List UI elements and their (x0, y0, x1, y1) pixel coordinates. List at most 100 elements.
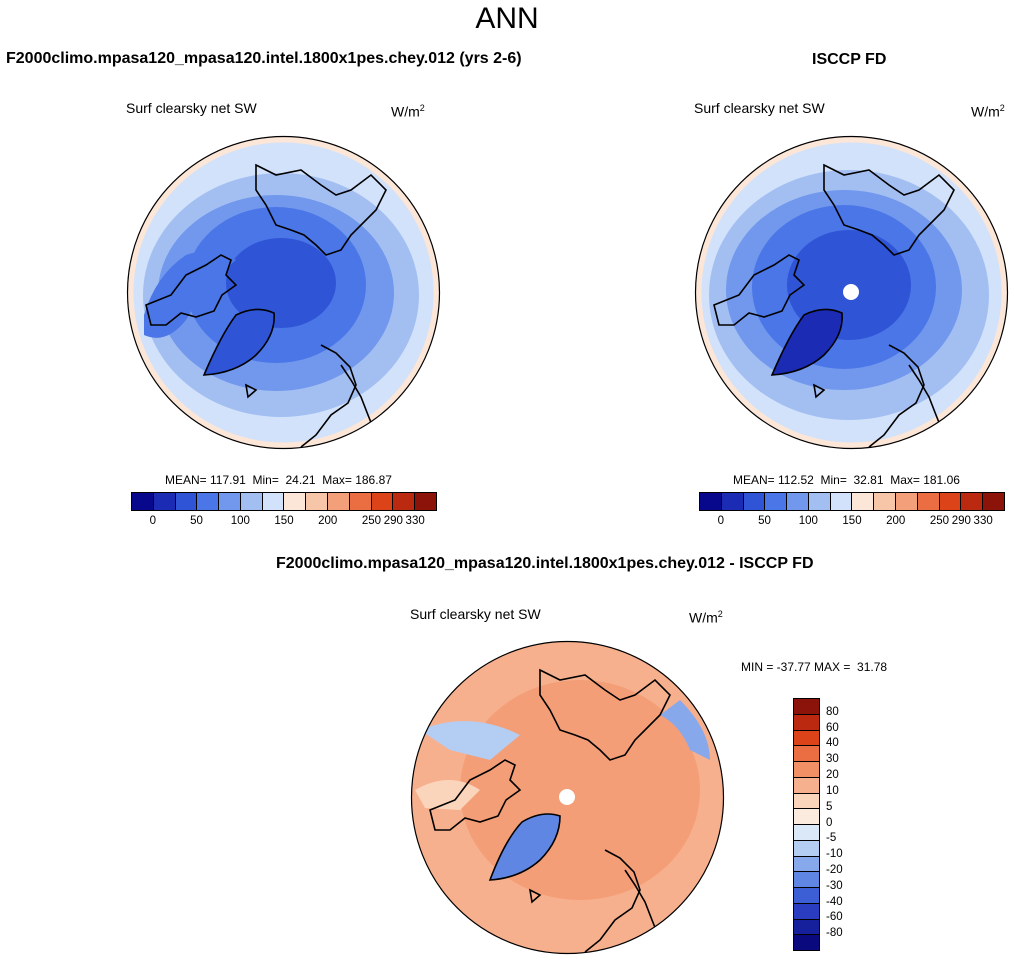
right-colorbar (699, 492, 1005, 511)
colorbar-tick-label: 330 (405, 515, 425, 527)
diff-panel-header: F2000climo.mpasa120_mpasa120.intel.1800x… (276, 555, 814, 572)
diff-map-polar-hole (559, 789, 575, 805)
colorbar-tick-label: 250 (929, 515, 950, 527)
colorbar-tick-label: 100 (798, 515, 818, 527)
colorbar-tick-label: 60 (826, 721, 839, 734)
colorbar-tick-label: -20 (826, 863, 843, 876)
colorbar-swatch (393, 493, 416, 510)
left-panel-subtitle: Surf clearsky net SW (126, 100, 257, 116)
colorbar-swatch (794, 793, 819, 810)
colorbar-tick-label: -40 (826, 895, 843, 908)
colorbar-swatch (961, 493, 984, 510)
colorbar-swatch (240, 493, 263, 510)
colorbar-swatch (328, 493, 350, 510)
colorbar-tick-label: 200 (318, 515, 338, 527)
colorbar-swatch (794, 777, 819, 794)
colorbar-swatch (917, 493, 940, 510)
colorbar-swatch (794, 762, 819, 778)
left-panel-units: W/m2 (391, 103, 425, 120)
colorbar-tick-label: 0 (717, 515, 725, 527)
diff-map-cool-patch-2 (660, 700, 710, 760)
right-map-greenland (772, 309, 843, 375)
colorbar-swatch (794, 856, 819, 873)
colorbar-swatch (219, 493, 241, 510)
left-map-border (126, 135, 441, 450)
right-map-polar-hole (843, 284, 859, 300)
colorbar-swatch (284, 493, 307, 510)
colorbar-swatch (794, 730, 819, 747)
colorbar-tick-label: 40 (826, 737, 839, 750)
colorbar-swatch (808, 493, 831, 510)
right-panel-units: W/m2 (971, 103, 1005, 120)
colorbar-swatch (371, 493, 394, 510)
colorbar-swatch (721, 493, 744, 510)
colorbar-swatch (700, 493, 722, 510)
colorbar-tick-label: 10 (826, 784, 839, 797)
colorbar-tick-label: 50 (190, 515, 203, 527)
diff-colorbar (793, 698, 820, 951)
colorbar-tick-label: 200 (886, 515, 906, 527)
colorbar-tick-label: 150 (842, 515, 862, 527)
diff-polar-map (410, 640, 725, 955)
colorbar-tick-label: 250 (361, 515, 382, 527)
colorbar-swatch (262, 493, 285, 510)
right-panel-stats: MEAN= 112.52 Min= 32.81 Max= 181.06 (733, 473, 960, 487)
diff-panel-subtitle: Surf clearsky net SW (410, 606, 541, 622)
colorbar-tick-label: 50 (758, 515, 771, 527)
figure-title: ANN (475, 2, 539, 35)
colorbar-tick-label: 330 (973, 515, 993, 527)
left-colorbar-ticks: 0 50 100 150 200 250 290 330 (131, 515, 437, 531)
colorbar-tick-label: 20 (826, 769, 839, 782)
colorbar-swatch (794, 872, 819, 888)
diff-map-cool-patch-1 (420, 721, 520, 760)
right-map-border (694, 135, 1009, 450)
colorbar-swatch (874, 493, 897, 510)
colorbar-swatch (794, 746, 819, 762)
colorbar-swatch (794, 699, 819, 715)
colorbar-swatch (349, 493, 372, 510)
colorbar-swatch (794, 714, 819, 731)
colorbar-swatch (787, 493, 809, 510)
colorbar-swatch (794, 935, 819, 950)
colorbar-tick-label: -80 (826, 927, 843, 940)
colorbar-swatch (983, 493, 1004, 510)
colorbar-tick-label: -30 (826, 879, 843, 892)
colorbar-tick-label: 30 (826, 753, 839, 766)
diff-map-border (410, 640, 725, 955)
right-panel-subtitle: Surf clearsky net SW (694, 100, 825, 116)
colorbar-tick-label: 100 (230, 515, 250, 527)
left-panel-header: F2000climo.mpasa120_mpasa120.intel.1800x… (6, 50, 522, 67)
left-polar-map (126, 135, 441, 450)
colorbar-swatch (794, 809, 819, 825)
colorbar-swatch (794, 903, 819, 920)
colorbar-swatch (896, 493, 918, 510)
colorbar-swatch (794, 840, 819, 857)
colorbar-swatch (197, 493, 220, 510)
colorbar-swatch (830, 493, 853, 510)
colorbar-tick-label: 0 (149, 515, 157, 527)
colorbar-tick-label: -60 (826, 911, 843, 924)
colorbar-tick-label: 80 (826, 705, 839, 718)
right-panel-header: ISCCP FD (812, 51, 887, 68)
colorbar-swatch (794, 825, 819, 841)
colorbar-tick-label: 290 (383, 515, 403, 527)
colorbar-tick-label: 290 (951, 515, 971, 527)
diff-colorbar-ticks: 80 60 40 30 20 10 5 0 -5 -10 -20 -30 -40 -60 -80 (826, 698, 866, 951)
colorbar-swatch (415, 493, 436, 510)
colorbar-swatch (939, 493, 962, 510)
colorbar-swatch (743, 493, 766, 510)
colorbar-swatch (132, 493, 154, 510)
colorbar-swatch (852, 493, 875, 510)
colorbar-tick-label: 150 (274, 515, 294, 527)
left-map-field-core (226, 238, 336, 328)
colorbar-swatch (175, 493, 198, 510)
diff-panel-stats: MIN = -37.77 MAX = 31.78 (741, 660, 888, 674)
colorbar-tick-label: 5 (826, 800, 833, 813)
left-colorbar (131, 492, 437, 511)
colorbar-swatch (765, 493, 788, 510)
colorbar-tick-label: 0 (826, 816, 833, 829)
colorbar-tick-label: -5 (826, 832, 837, 845)
colorbar-swatch (306, 493, 329, 510)
colorbar-tick-label: -10 (826, 848, 843, 861)
colorbar-swatch (794, 919, 819, 936)
